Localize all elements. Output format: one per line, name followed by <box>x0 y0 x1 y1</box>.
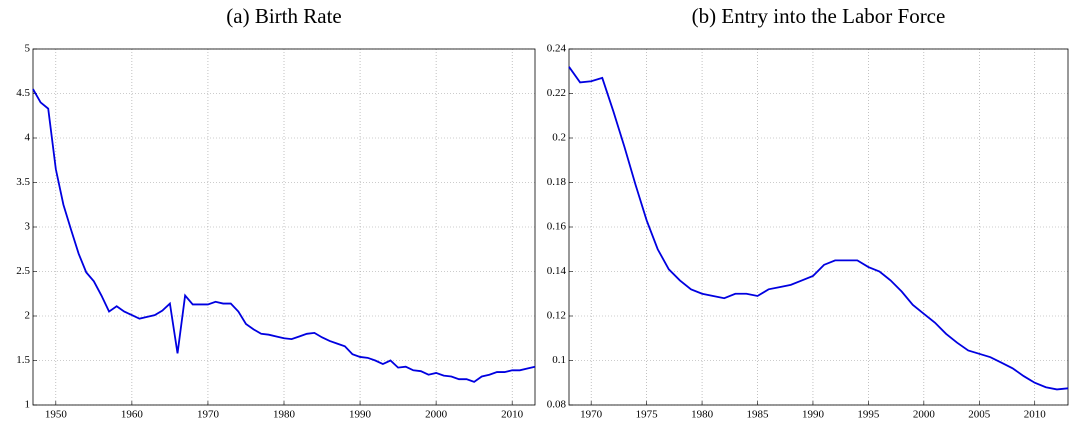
data-line <box>32 88 536 383</box>
chart-title: (b) Entry into the Labor Force <box>692 4 946 28</box>
y-tick-label: 5 <box>25 43 31 55</box>
x-tick-label: 1990 <box>349 409 372 421</box>
plot-frame <box>568 48 1069 406</box>
y-tick-label: 0.2 <box>552 132 566 144</box>
y-tick-label: 2.5 <box>16 265 30 277</box>
y-tick-label: 4 <box>25 132 31 144</box>
x-tick-label: 1980 <box>273 409 296 421</box>
y-tick-label: 0.18 <box>547 176 567 188</box>
x-tick-label: 2010 <box>501 409 524 421</box>
y-tick-label: 1 <box>25 399 31 411</box>
x-tick-label: 2000 <box>425 409 448 421</box>
x-tick-label: 1970 <box>580 409 603 421</box>
x-tick-label: 1950 <box>45 409 68 421</box>
x-tick-label: 2010 <box>1024 409 1047 421</box>
x-tick-label: 1970 <box>197 409 220 421</box>
y-tick-label: 2 <box>25 310 31 322</box>
y-tick-label: 0.12 <box>547 310 566 322</box>
y-tick-label: 0.16 <box>547 221 567 233</box>
x-tick-label: 1990 <box>802 409 825 421</box>
x-tick-label: 1980 <box>691 409 714 421</box>
x-tick-label: 2005 <box>968 409 991 421</box>
chart-title: (a) Birth Rate <box>226 4 341 28</box>
y-tick-label: 0.1 <box>552 354 566 366</box>
y-tick-label: 4.5 <box>16 87 30 99</box>
y-tick-label: 0.24 <box>547 43 567 55</box>
y-tick-label: 0.14 <box>547 265 567 277</box>
plot-frame <box>32 48 536 406</box>
y-tick-label: 3.5 <box>16 176 30 188</box>
x-tick-label: 2000 <box>913 409 936 421</box>
data-line <box>568 66 1069 391</box>
y-tick-label: 1.5 <box>16 354 30 366</box>
y-tick-label: 3 <box>25 221 31 233</box>
y-tick-label: 0.08 <box>547 399 567 411</box>
x-tick-label: 1960 <box>121 409 144 421</box>
x-tick-label: 1985 <box>747 409 770 421</box>
x-tick-label: 1995 <box>857 409 880 421</box>
x-tick-label: 1975 <box>636 409 659 421</box>
y-tick-label: 0.22 <box>547 87 566 99</box>
